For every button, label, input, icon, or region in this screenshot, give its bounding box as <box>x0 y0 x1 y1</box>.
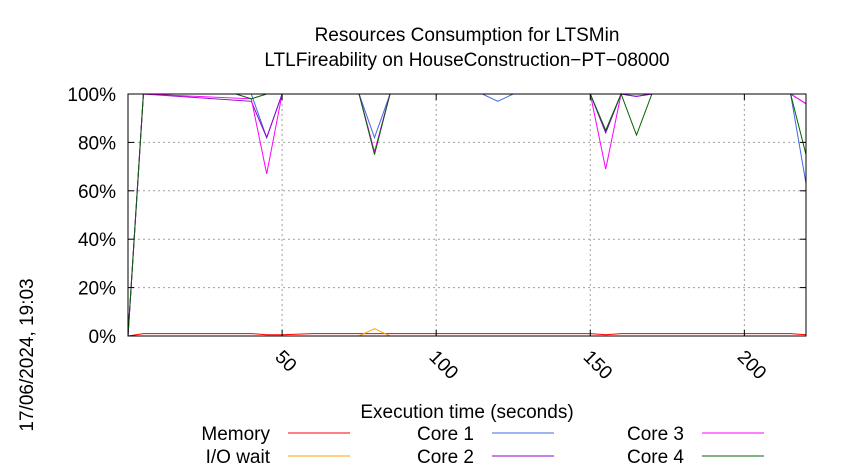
legend-label: Memory <box>201 424 270 445</box>
legend-label: I/O wait <box>206 447 271 468</box>
series-line-core-1 <box>127 93 807 337</box>
x-axis-ticks: 50 100 150 200 <box>271 94 770 384</box>
series-lines <box>127 92 807 337</box>
series-line-core-2 <box>127 93 807 337</box>
series-line-core-3 <box>127 93 807 337</box>
y-tick-label: 80% <box>78 133 116 154</box>
y-tick-label: 0% <box>89 327 117 348</box>
y-tick-label: 60% <box>78 182 116 203</box>
plot-frame <box>127 93 807 337</box>
legend-label: Core 4 <box>627 447 684 468</box>
legend-label: Core 3 <box>627 424 684 445</box>
y-tick-label: 100% <box>67 85 116 106</box>
x-tick-label: 150 <box>579 347 616 384</box>
series-line-i-o-wait <box>128 328 806 337</box>
x-tick-label: 50 <box>271 347 301 377</box>
chart-title: Resources Consumption for LTSMin <box>315 25 620 46</box>
legend-label: Core 2 <box>417 447 474 468</box>
series-line-core-4 <box>127 92 807 337</box>
x-axis-label: Execution time (seconds) <box>360 402 573 423</box>
grid <box>128 93 806 337</box>
x-tick-label: 100 <box>425 347 462 384</box>
y-tick-label: 40% <box>78 230 116 251</box>
y-axis-ticks: 0% 20% 40% 60% 80% 100% <box>67 85 806 348</box>
legend-label: Core 1 <box>417 424 474 445</box>
chart-subtitle: LTLFireability on HouseConstruction−PT−0… <box>264 50 669 71</box>
y-tick-label: 20% <box>78 279 116 300</box>
x-tick-label: 200 <box>733 347 770 384</box>
timestamp-label: 17/06/2024, 19:03 <box>17 278 38 431</box>
